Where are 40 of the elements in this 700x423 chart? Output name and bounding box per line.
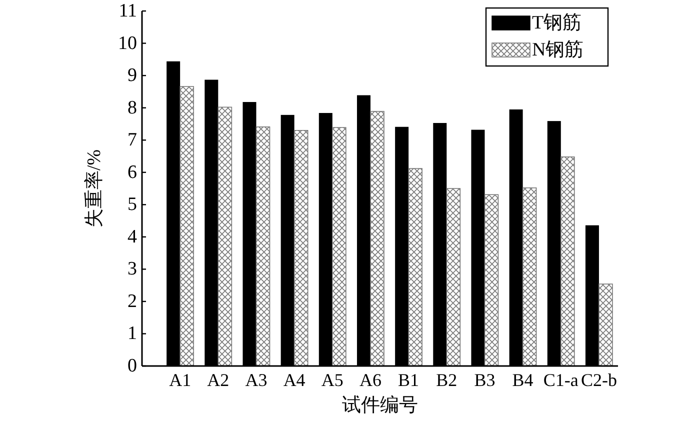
x-axis-title: 试件编号	[342, 395, 418, 416]
x-tick-label: B1	[398, 370, 420, 390]
x-tick-label: B2	[436, 370, 458, 390]
y-tick-label: 2	[128, 290, 137, 312]
y-tick-label: 3	[128, 258, 137, 280]
bar	[560, 156, 575, 366]
y-tick-label: 1	[128, 323, 137, 344]
x-tick-label: A5	[321, 370, 344, 390]
bar	[446, 188, 461, 366]
bar	[484, 194, 499, 366]
bar	[218, 106, 232, 366]
x-tick-label: B4	[512, 370, 534, 390]
legend-label: T钢筋	[532, 12, 582, 34]
bar	[408, 168, 422, 366]
bar	[598, 284, 613, 366]
y-tick-label: 4	[128, 226, 138, 248]
y-tick-label: 11	[118, 0, 137, 22]
bar	[332, 127, 346, 366]
y-tick-label: 9	[128, 65, 137, 86]
bar	[294, 130, 308, 366]
bar	[256, 126, 270, 366]
x-tick-label: A3	[245, 370, 268, 390]
bar	[180, 86, 194, 366]
x-tick-label: A1	[169, 370, 192, 390]
y-tick-label: 8	[128, 97, 137, 118]
legend-label: N钢筋	[532, 40, 584, 60]
y-tick-label: 6	[128, 162, 137, 183]
x-tick-label: B3	[474, 370, 496, 390]
y-tick-label: 0	[128, 356, 137, 376]
x-tick-label: A6	[359, 370, 382, 390]
y-tick-label: 10	[118, 32, 137, 54]
x-tick-label: C2-b	[580, 370, 617, 390]
y-axis-title: 失重率/%	[83, 149, 105, 228]
y-tick-label: 5	[128, 194, 137, 216]
bar	[370, 110, 384, 366]
x-tick-label: A2	[207, 370, 230, 390]
bar	[522, 187, 537, 366]
x-tick-label: C1-a	[543, 370, 578, 390]
x-tick-label: A4	[283, 370, 306, 390]
y-tick-label: 7	[128, 130, 137, 151]
